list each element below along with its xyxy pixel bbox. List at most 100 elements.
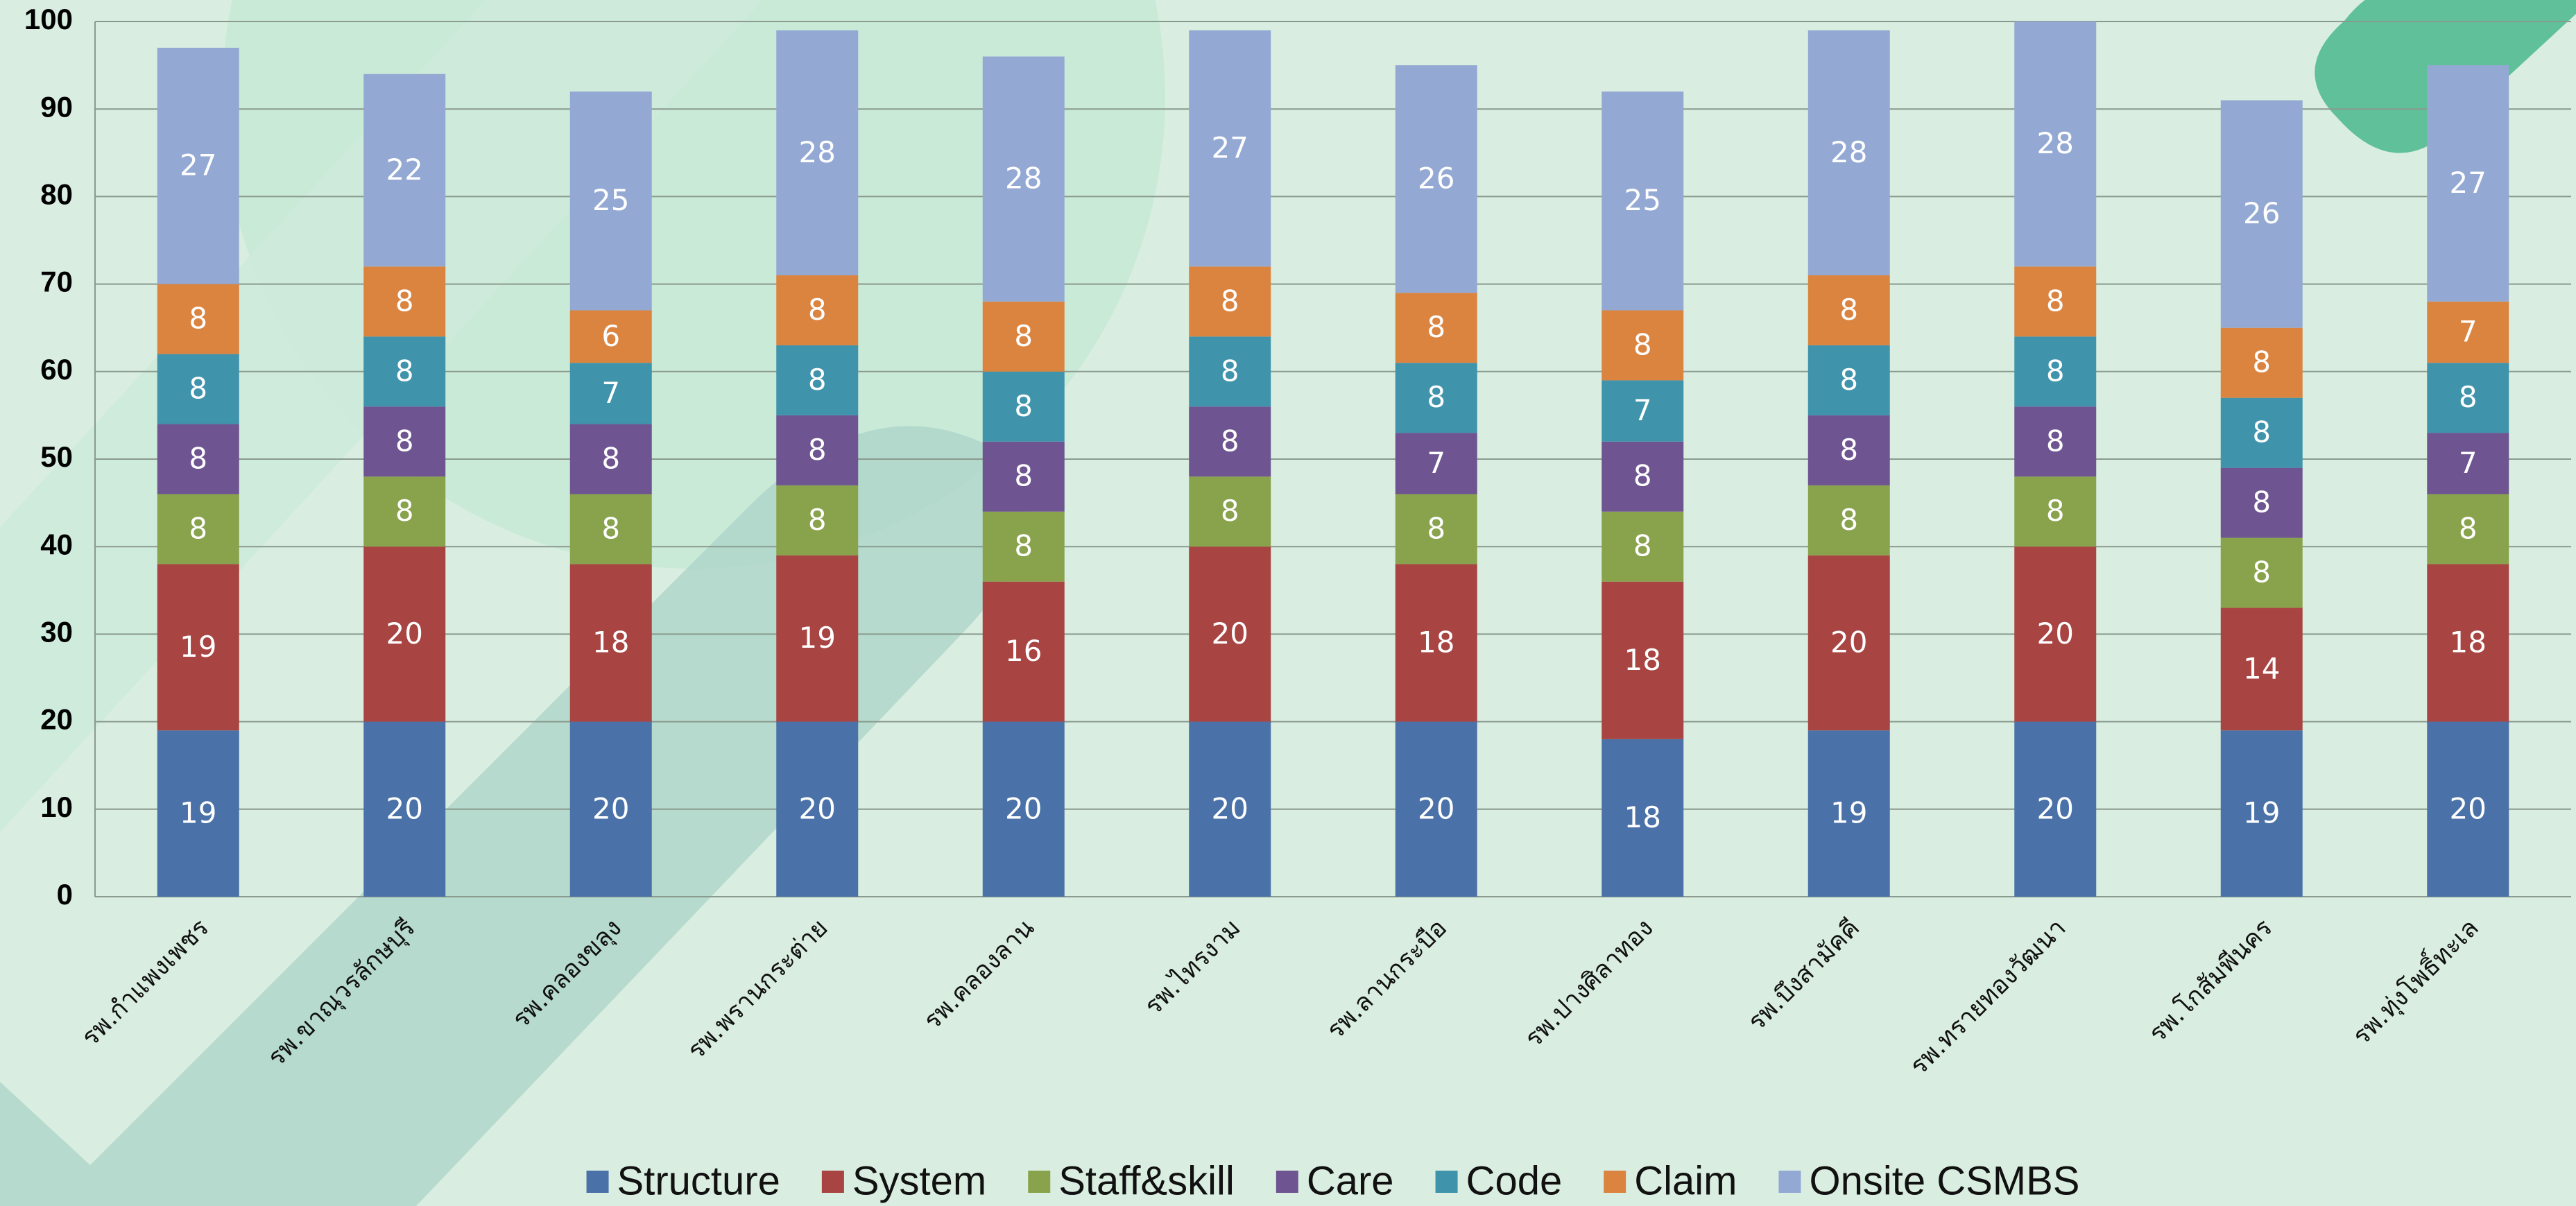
y-tick-label: 80 bbox=[40, 178, 73, 210]
y-tick-label: 0 bbox=[57, 878, 73, 911]
data-label: 8 bbox=[808, 363, 827, 397]
data-label: 8 bbox=[1014, 529, 1033, 563]
data-label: 8 bbox=[1221, 424, 1239, 458]
data-label: 7 bbox=[2459, 446, 2478, 480]
data-label: 28 bbox=[1830, 135, 1867, 169]
data-label: 8 bbox=[808, 293, 827, 327]
y-tick-label: 10 bbox=[40, 791, 73, 823]
data-label: 8 bbox=[1633, 529, 1652, 563]
data-label: 8 bbox=[1014, 459, 1033, 493]
data-label: 8 bbox=[1839, 293, 1858, 327]
data-label: 8 bbox=[189, 511, 207, 545]
data-label: 8 bbox=[2046, 494, 2065, 528]
legend-label: Onsite CSMBS bbox=[1809, 1158, 2079, 1203]
data-label: 7 bbox=[601, 376, 620, 410]
data-label: 19 bbox=[180, 796, 216, 830]
data-label: 28 bbox=[2037, 126, 2074, 160]
data-label: 8 bbox=[1839, 433, 1858, 467]
y-tick-label: 50 bbox=[40, 440, 73, 473]
data-label: 8 bbox=[2252, 345, 2271, 379]
y-tick-label: 30 bbox=[40, 615, 73, 648]
data-label: 6 bbox=[601, 319, 620, 353]
data-label: 20 bbox=[2450, 791, 2487, 825]
data-label: 27 bbox=[2450, 166, 2487, 200]
data-label: 20 bbox=[1212, 791, 1248, 825]
data-label: 8 bbox=[395, 494, 414, 528]
data-label: 7 bbox=[1633, 393, 1652, 427]
data-label: 8 bbox=[2046, 354, 2065, 388]
data-label: 8 bbox=[395, 284, 414, 318]
data-label: 8 bbox=[1633, 327, 1652, 361]
data-label: 20 bbox=[799, 791, 836, 825]
legend-swatch bbox=[1028, 1171, 1050, 1193]
data-label: 8 bbox=[1839, 503, 1858, 537]
data-label: 8 bbox=[1221, 284, 1239, 318]
data-label: 8 bbox=[2252, 485, 2271, 519]
data-label: 20 bbox=[386, 791, 423, 825]
data-label: 8 bbox=[395, 424, 414, 458]
legend-label: Care bbox=[1307, 1158, 1394, 1203]
data-label: 8 bbox=[1839, 363, 1858, 397]
y-tick-label: 20 bbox=[40, 703, 73, 736]
data-label: 8 bbox=[1014, 319, 1033, 353]
chart: 01020304050607080901001919888827รพ.กำแพง… bbox=[0, 0, 2576, 1206]
legend-swatch bbox=[822, 1171, 844, 1193]
data-label: 8 bbox=[189, 372, 207, 406]
data-label: 8 bbox=[1221, 354, 1239, 388]
data-label: 19 bbox=[1830, 796, 1867, 830]
data-label: 8 bbox=[2046, 284, 2065, 318]
data-label: 25 bbox=[1624, 183, 1661, 217]
legend-label: Structure bbox=[617, 1158, 780, 1203]
legend-label: System bbox=[852, 1158, 986, 1203]
data-label: 27 bbox=[1212, 130, 1248, 164]
data-label: 8 bbox=[1427, 310, 1445, 344]
data-label: 8 bbox=[808, 433, 827, 467]
data-label: 18 bbox=[1624, 643, 1661, 677]
data-label: 18 bbox=[592, 626, 629, 660]
y-tick-label: 100 bbox=[24, 3, 73, 35]
data-label: 7 bbox=[1427, 446, 1445, 480]
page: 01020304050607080901001919888827รพ.กำแพง… bbox=[0, 0, 2576, 1206]
data-label: 8 bbox=[2459, 380, 2478, 414]
legend-swatch bbox=[1276, 1171, 1298, 1193]
data-label: 7 bbox=[2459, 315, 2478, 349]
data-label: 26 bbox=[1418, 162, 1454, 196]
y-tick-label: 40 bbox=[40, 528, 73, 560]
y-tick-label: 90 bbox=[40, 90, 73, 123]
legend-label: Claim bbox=[1634, 1158, 1737, 1203]
data-label: 20 bbox=[2037, 617, 2074, 651]
y-tick-label: 60 bbox=[40, 353, 73, 386]
data-label: 27 bbox=[180, 148, 216, 182]
legend-swatch bbox=[1436, 1171, 1458, 1193]
legend-swatch bbox=[1604, 1171, 1626, 1193]
data-label: 20 bbox=[386, 617, 423, 651]
data-label: 8 bbox=[2046, 424, 2065, 458]
legend-swatch bbox=[587, 1171, 609, 1193]
data-label: 20 bbox=[1418, 791, 1454, 825]
data-label: 8 bbox=[601, 442, 620, 476]
data-label: 8 bbox=[808, 503, 827, 537]
data-label: 20 bbox=[1005, 791, 1042, 825]
legend-label: Staff&skill bbox=[1058, 1158, 1235, 1203]
data-label: 19 bbox=[799, 621, 836, 655]
y-tick-label: 70 bbox=[40, 266, 73, 298]
data-label: 19 bbox=[2243, 796, 2280, 830]
data-label: 20 bbox=[2037, 791, 2074, 825]
data-label: 8 bbox=[395, 354, 414, 388]
data-label: 28 bbox=[799, 135, 836, 169]
data-label: 8 bbox=[2252, 415, 2271, 449]
data-label: 8 bbox=[1427, 380, 1445, 414]
data-label: 8 bbox=[1014, 389, 1033, 423]
data-label: 18 bbox=[1418, 626, 1454, 660]
data-label: 8 bbox=[601, 511, 620, 545]
data-label: 20 bbox=[1212, 617, 1248, 651]
data-label: 8 bbox=[1633, 459, 1652, 493]
data-label: 16 bbox=[1005, 634, 1042, 668]
data-label: 20 bbox=[592, 791, 629, 825]
data-label: 8 bbox=[189, 302, 207, 336]
data-label: 19 bbox=[180, 630, 216, 664]
data-label: 8 bbox=[1221, 494, 1239, 528]
data-label: 28 bbox=[1005, 162, 1042, 196]
data-label: 18 bbox=[1624, 800, 1661, 834]
data-label: 22 bbox=[386, 153, 423, 187]
